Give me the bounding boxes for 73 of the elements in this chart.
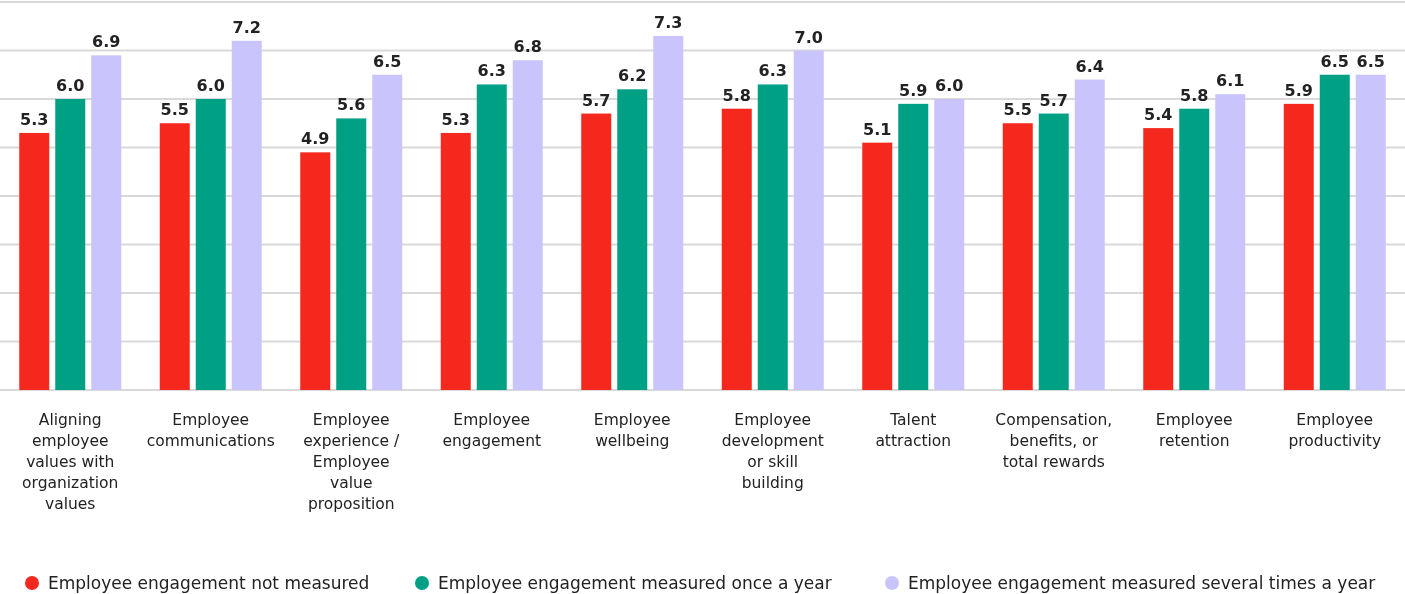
data-label: 6.1 bbox=[1216, 71, 1245, 91]
bar bbox=[1002, 123, 1033, 390]
bar bbox=[55, 99, 86, 390]
legend-label: Employee engagement measured several times a year bbox=[908, 572, 1376, 593]
data-label: 7.0 bbox=[794, 27, 823, 47]
data-label: 5.9 bbox=[1284, 80, 1313, 100]
bar bbox=[1143, 128, 1174, 390]
bar bbox=[512, 60, 543, 390]
data-label: 6.5 bbox=[373, 51, 402, 71]
data-label: 6.0 bbox=[196, 76, 225, 95]
x-tick-label: Employee wellbeing bbox=[593, 411, 671, 450]
bar bbox=[440, 132, 471, 390]
data-label: 6.5 bbox=[1356, 51, 1385, 71]
x-tick-label: Compensation, benefits, or total rewards bbox=[995, 411, 1113, 471]
bar bbox=[159, 123, 190, 390]
bar bbox=[1179, 108, 1210, 390]
bar bbox=[476, 84, 507, 390]
data-label: 5.8 bbox=[1180, 85, 1209, 105]
bar bbox=[1319, 74, 1350, 390]
data-label: 5.9 bbox=[899, 80, 928, 100]
data-label: 5.5 bbox=[1003, 100, 1032, 120]
data-label: 6.5 bbox=[1320, 51, 1349, 71]
bar bbox=[1038, 113, 1069, 390]
data-label: 6.4 bbox=[1075, 56, 1104, 76]
data-label: 5.7 bbox=[582, 90, 611, 110]
data-label: 5.4 bbox=[1144, 105, 1173, 125]
data-label: 5.5 bbox=[160, 100, 189, 120]
bar bbox=[231, 40, 262, 390]
data-label: 6.9 bbox=[92, 32, 121, 52]
bar bbox=[617, 89, 648, 390]
bar bbox=[757, 84, 788, 390]
data-label: 5.3 bbox=[441, 109, 470, 129]
data-label: 5.8 bbox=[722, 85, 751, 105]
bar bbox=[195, 99, 226, 390]
x-tick-label: Aligning employee values with organization values bbox=[22, 411, 119, 513]
data-label: 4.9 bbox=[301, 129, 330, 149]
bar bbox=[1283, 103, 1314, 390]
bar bbox=[721, 108, 752, 390]
data-label: 6.0 bbox=[56, 76, 85, 95]
bar bbox=[372, 74, 403, 390]
data-label: 6.0 bbox=[935, 76, 964, 95]
data-label: 5.1 bbox=[863, 119, 892, 139]
bar bbox=[898, 103, 929, 390]
bar bbox=[1074, 79, 1105, 390]
data-label: 5.7 bbox=[1039, 90, 1068, 110]
bar bbox=[934, 99, 965, 390]
bar bbox=[653, 35, 684, 390]
bar bbox=[581, 113, 612, 390]
bar bbox=[862, 142, 893, 390]
data-label: 7.2 bbox=[232, 17, 261, 37]
bar bbox=[793, 50, 824, 390]
data-label: 5.6 bbox=[337, 95, 366, 115]
x-tick-label: Employee experience / Employee value proposition bbox=[303, 411, 401, 513]
bar bbox=[336, 118, 367, 390]
bar bbox=[19, 132, 50, 390]
data-label: 6.8 bbox=[513, 37, 542, 57]
x-tick-label: Employee development or skill building bbox=[721, 411, 824, 492]
legend-label: Employee engagement not measured bbox=[48, 572, 370, 593]
bar bbox=[1215, 94, 1246, 390]
data-label: 6.3 bbox=[477, 61, 506, 81]
bar bbox=[91, 55, 122, 390]
x-tick-label: Employee communications bbox=[146, 411, 275, 450]
legend-label: Employee engagement measured once a year bbox=[438, 572, 832, 593]
data-label: 6.3 bbox=[758, 61, 787, 81]
bar bbox=[1355, 74, 1386, 390]
bar bbox=[300, 152, 331, 390]
x-tick-label: Employee productivity bbox=[1288, 411, 1382, 450]
data-label: 7.3 bbox=[654, 12, 683, 32]
x-tick-label: Talent attraction bbox=[875, 411, 952, 450]
data-label: 5.3 bbox=[20, 109, 49, 129]
x-tick-label: Employee engagement bbox=[442, 411, 542, 450]
x-tick-label: Employee retention bbox=[1155, 411, 1233, 450]
data-label: 6.2 bbox=[618, 66, 647, 86]
